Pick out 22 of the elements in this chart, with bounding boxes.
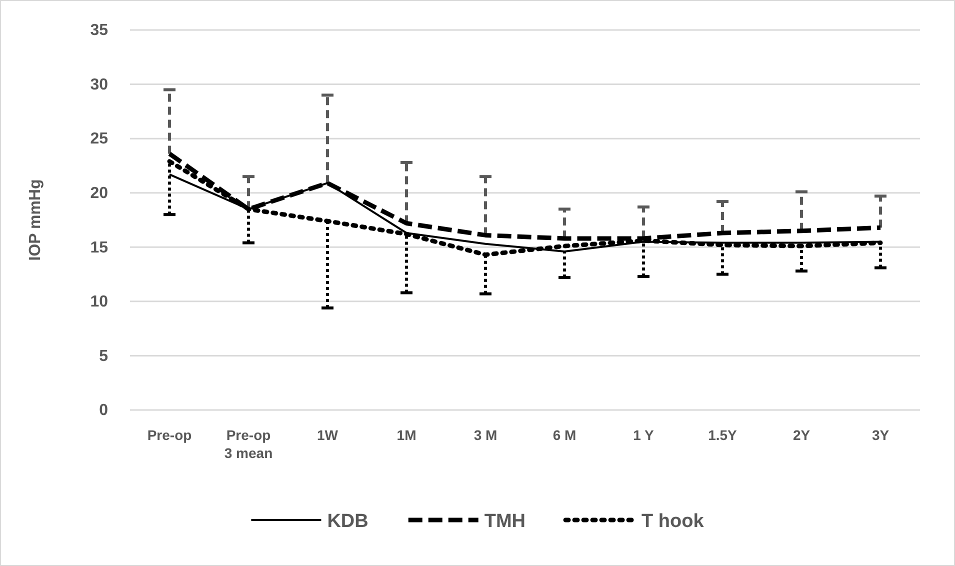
legend-label: TMH <box>484 511 526 532</box>
x-tick-label: 1 Y <box>633 427 655 443</box>
x-tick-label: Pre-op 3 mean <box>224 427 273 461</box>
x-tick-label: 1W <box>317 427 339 443</box>
x-tick-label: 3 M <box>474 427 498 443</box>
y-tick-label: 35 <box>90 22 108 40</box>
x-tick-label: 6 M <box>552 427 576 443</box>
y-tick-label: 20 <box>90 184 108 202</box>
y-tick-label: 15 <box>90 239 108 256</box>
y-tick-label: 0 <box>99 402 108 420</box>
x-tick-label: 3Y <box>872 427 890 443</box>
y-tick-label: 5 <box>99 348 108 365</box>
x-tick-label: 2Y <box>792 427 811 443</box>
x-tick-label: Pre-op <box>147 427 192 443</box>
y-tick-label: 25 <box>90 130 108 148</box>
x-tick-label: 1.5Y <box>708 427 738 443</box>
legend-label: T hook <box>642 511 704 532</box>
x-tick-label: 1M <box>396 427 416 443</box>
y-tick-label: 10 <box>90 294 108 311</box>
y-tick-label: 30 <box>90 76 108 94</box>
legend-label: KDB <box>327 511 368 532</box>
y-axis-title: IOP mmHg <box>27 179 44 261</box>
